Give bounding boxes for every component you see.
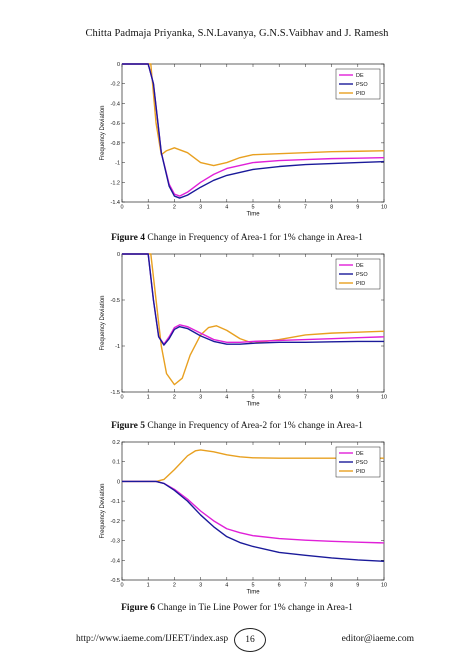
x-tick-label: 6 (278, 205, 281, 211)
y-tick-label: -0.3 (111, 539, 120, 545)
x-axis-label: Time (246, 402, 260, 408)
figure-caption-text: Change in Tie Line Power for 1% change i… (155, 603, 353, 613)
legend-label-de: DE (356, 73, 364, 79)
y-axis-label: Frequency Deviation (100, 295, 106, 350)
x-tick-label: 2 (173, 205, 176, 211)
legend-label-pid: PID (356, 91, 365, 97)
legend-label-pso: PSO (356, 460, 368, 466)
y-tick-label: -0.2 (111, 82, 120, 88)
figure-5-caption: Figure 5 Change in Frequency of Area-2 f… (0, 421, 474, 431)
series-line-pso (122, 253, 384, 346)
page-footer: http://www.iaeme.com/IJEET/index.asp 16 … (0, 628, 474, 652)
x-tick-label: 0 (120, 205, 123, 211)
x-tick-label: 10 (381, 583, 387, 589)
x-tick-label: 5 (251, 205, 254, 211)
x-tick-label: 3 (199, 395, 202, 401)
series-line-pid (122, 63, 385, 167)
x-tick-label: 5 (251, 395, 254, 401)
x-tick-label: 1 (147, 205, 150, 211)
y-tick-label: 0.2 (112, 440, 120, 446)
y-tick-label: -1.4 (111, 200, 120, 206)
y-tick-label: -0.4 (111, 101, 120, 107)
journal-url[interactable]: http://www.iaeme.com/IJEET/index.asp (76, 634, 229, 644)
chart-svg-2: 0 1 2 3 4 5 6 7 8 9 10 0.2 0.1 0 -0.1 -0.2 -0.3 -0.4 -0.5 T… (100, 440, 387, 596)
x-tick-label: 8 (330, 205, 333, 211)
figure-label: Figure 4 (111, 233, 145, 243)
x-axis-label: Time (246, 590, 260, 596)
y-tick-label: -1.5 (111, 390, 120, 396)
x-tick-label: 10 (381, 205, 387, 211)
x-tick-label: 6 (278, 395, 281, 401)
x-tick-label: 2 (173, 583, 176, 589)
figure-caption-text: Change in Frequency of Area-2 for 1% cha… (144, 421, 363, 431)
y-tick-label: -1 (115, 344, 120, 350)
y-tick-label: -0.8 (111, 141, 120, 147)
x-tick-label: 0 (120, 395, 123, 401)
figure-caption-text: Change in Frequency of Area-1 for 1% cha… (144, 233, 363, 243)
legend-label-pid: PID (356, 281, 365, 287)
y-axis-label: Frequency Deviation (100, 105, 106, 160)
x-tick-label: 5 (251, 583, 254, 589)
y-tick-label: -1 (115, 161, 120, 167)
x-tick-label: 4 (225, 205, 228, 211)
y-axis-label: Frequency Deviation (100, 483, 106, 538)
figure-6-caption: Figure 6 Change in Tie Line Power for 1%… (0, 603, 474, 613)
figure-label: Figure 6 (121, 603, 155, 613)
y-tick-label: -0.6 (111, 121, 120, 127)
x-tick-label: 9 (356, 205, 359, 211)
y-tick-label: 0.1 (112, 460, 120, 466)
legend-label-pid: PID (356, 469, 365, 475)
x-tick-label: 9 (356, 395, 359, 401)
y-tick-label: 0 (117, 62, 120, 68)
y-tick-label: -0.4 (111, 558, 120, 564)
series-line-pso (122, 480, 385, 562)
chart-svg-0: 0 1 2 3 4 5 6 7 8 9 10 0 -0.2 -0.4 -0.6 -0.8 -1 -1.2 -1.4 T… (100, 62, 387, 218)
chart-svg-1: 0 1 2 3 4 5 6 7 8 9 10 0 -0.5 -1 -1.5 Time Frequency Dev… (100, 252, 387, 408)
x-tick-label: 4 (225, 583, 228, 589)
y-tick-label: -0.5 (111, 298, 120, 304)
y-tick-label: -0.1 (111, 499, 120, 505)
legend-label-pso: PSO (356, 272, 368, 278)
series-line-pid (122, 449, 384, 483)
figure-label: Figure 5 (111, 421, 145, 431)
figure-4-caption: Figure 4 Change in Frequency of Area-1 f… (0, 233, 474, 243)
figure-4-chart: 0 1 2 3 4 5 6 7 8 9 10 0 -0.2 -0.4 -0.6 -0.8 -1 -1.2 -1.4 T… (92, 58, 402, 223)
y-tick-label: 0 (117, 479, 120, 485)
x-tick-label: 7 (304, 583, 307, 589)
y-tick-label: -0.5 (111, 578, 120, 584)
x-tick-label: 0 (120, 583, 123, 589)
x-tick-label: 7 (304, 205, 307, 211)
x-tick-label: 7 (304, 395, 307, 401)
legend-label-de: DE (356, 263, 364, 269)
running-header: Chitta Padmaja Priyanka, S.N.Lavanya, G.… (85, 28, 389, 39)
figure-6-chart: 0 1 2 3 4 5 6 7 8 9 10 0.2 0.1 0 -0.1 -0.2 -0.3 -0.4 -0.5 T… (92, 436, 402, 601)
x-tick-label: 9 (356, 583, 359, 589)
legend-label-pso: PSO (356, 82, 368, 88)
x-axis-label: Time (246, 212, 260, 218)
x-tick-label: 10 (381, 395, 387, 401)
x-tick-label: 8 (330, 583, 333, 589)
series-line-pid (122, 253, 385, 386)
page-number: 16 (234, 628, 266, 652)
y-tick-label: -1.2 (111, 180, 120, 186)
legend-label-de: DE (356, 451, 364, 457)
y-tick-label: -0.2 (111, 519, 120, 525)
x-tick-label: 1 (147, 583, 150, 589)
x-tick-label: 8 (330, 395, 333, 401)
x-tick-label: 3 (199, 205, 202, 211)
x-tick-label: 6 (278, 583, 281, 589)
x-tick-label: 1 (147, 395, 150, 401)
series-line-pso (122, 63, 385, 199)
editor-email[interactable]: editor@iaeme.com (341, 634, 414, 644)
x-tick-label: 4 (225, 395, 228, 401)
figure-5-chart: 0 1 2 3 4 5 6 7 8 9 10 0 -0.5 -1 -1.5 Time Frequency Dev… (92, 248, 402, 413)
y-tick-label: 0 (117, 252, 120, 258)
x-tick-label: 2 (173, 395, 176, 401)
x-tick-label: 3 (199, 583, 202, 589)
